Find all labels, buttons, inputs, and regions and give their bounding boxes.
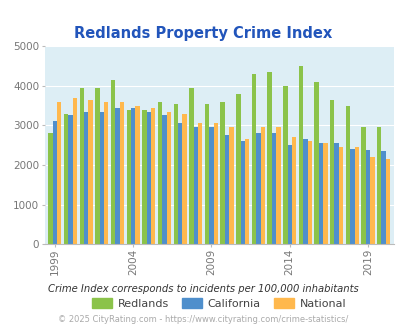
Bar [48,133,53,244]
Bar [182,114,186,244]
Bar [189,88,193,244]
Text: Crime Index corresponds to incidents per 100,000 inhabitants: Crime Index corresponds to incidents per… [47,284,358,294]
Legend: Redlands, California, National: Redlands, California, National [87,293,350,313]
Bar [193,127,198,244]
Bar [173,104,177,244]
Bar [209,127,213,244]
Bar [318,143,322,244]
Bar [104,102,108,244]
Bar [267,72,271,244]
Bar [376,127,381,244]
Bar [146,112,151,244]
Bar [53,121,57,244]
Bar [349,149,354,244]
Bar [236,94,240,244]
Bar [229,127,233,244]
Bar [282,86,287,244]
Bar [381,151,385,244]
Bar [119,102,124,244]
Bar [240,141,244,244]
Bar [275,127,280,244]
Bar [198,123,202,244]
Bar [291,137,296,244]
Bar [354,147,358,244]
Bar [158,102,162,244]
Bar [322,143,327,244]
Bar [271,133,275,244]
Bar [313,82,318,244]
Bar [334,143,338,244]
Bar [162,115,166,244]
Bar [84,112,88,244]
Bar [244,139,249,244]
Bar [95,88,99,244]
Bar [126,110,130,244]
Bar [220,102,224,244]
Bar [251,74,256,244]
Bar [256,133,260,244]
Bar [260,127,264,244]
Bar [142,110,146,244]
Bar [298,66,303,244]
Bar [287,145,291,244]
Bar [224,135,229,244]
Bar [365,150,369,244]
Bar [79,88,84,244]
Bar [303,139,307,244]
Bar [329,100,334,244]
Bar [111,80,115,244]
Bar [130,108,135,244]
Bar [88,100,92,244]
Bar [385,159,389,244]
Bar [205,104,209,244]
Bar [68,115,72,244]
Bar [151,108,155,244]
Bar [166,112,171,244]
Bar [345,106,349,244]
Bar [213,123,217,244]
Bar [115,108,119,244]
Bar [338,147,342,244]
Bar [135,106,139,244]
Bar [99,112,104,244]
Bar [57,102,61,244]
Bar [177,123,182,244]
Text: © 2025 CityRating.com - https://www.cityrating.com/crime-statistics/: © 2025 CityRating.com - https://www.city… [58,315,347,324]
Bar [64,114,68,244]
Bar [72,98,77,244]
Text: Redlands Property Crime Index: Redlands Property Crime Index [74,26,331,41]
Bar [369,157,374,244]
Bar [360,127,365,244]
Bar [307,141,311,244]
